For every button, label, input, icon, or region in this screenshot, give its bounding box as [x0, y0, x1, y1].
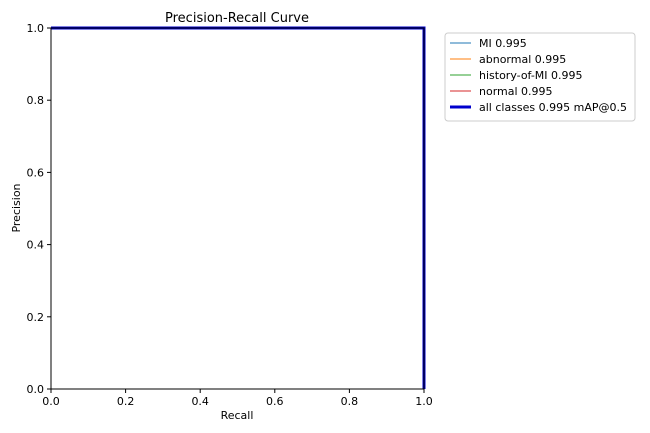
legend-label-2: history-of-MI 0.995	[479, 69, 583, 82]
x-axis-title: Recall	[221, 409, 254, 422]
chart-title: Precision-Recall Curve	[165, 11, 309, 26]
x-tick-label: 0.2	[117, 395, 135, 408]
x-axis-ticks: 0.0 0.2 0.4 0.6 0.8 1.0	[42, 389, 433, 408]
y-tick-label: 1.0	[27, 22, 45, 35]
x-tick-label: 0.6	[266, 395, 284, 408]
plot-frame	[50, 27, 425, 390]
y-axis-ticks: 0.0 0.2 0.4 0.6 0.8 1.0	[27, 22, 51, 396]
legend-box	[444, 32, 636, 122]
legend-label-4: all classes 0.995 mAP@0.5	[479, 101, 627, 114]
legend-items: MI 0.995 abnormal 0.995 history-of-MI 0.99…	[450, 37, 627, 114]
legend-label-3: normal 0.995	[479, 85, 553, 98]
y-tick-label: 0.8	[27, 94, 45, 107]
x-tick-label: 1.0	[415, 395, 433, 408]
x-tick-label: 0.8	[341, 395, 359, 408]
y-tick-label: 0.6	[27, 166, 45, 179]
x-tick-label: 0.0	[42, 395, 60, 408]
x-tick-label: 0.4	[191, 395, 209, 408]
legend-label-0: MI 0.995	[479, 37, 527, 50]
y-tick-label: 0.2	[27, 311, 45, 324]
legend-label-1: abnormal 0.995	[479, 53, 566, 66]
y-axis-title: Precision	[10, 183, 23, 232]
plot-area	[51, 28, 424, 389]
legend: MI 0.995 abnormal 0.995 history-of-MI 0.99…	[444, 32, 636, 122]
y-tick-label: 0.4	[27, 239, 45, 252]
y-tick-label: 0.0	[27, 383, 45, 396]
